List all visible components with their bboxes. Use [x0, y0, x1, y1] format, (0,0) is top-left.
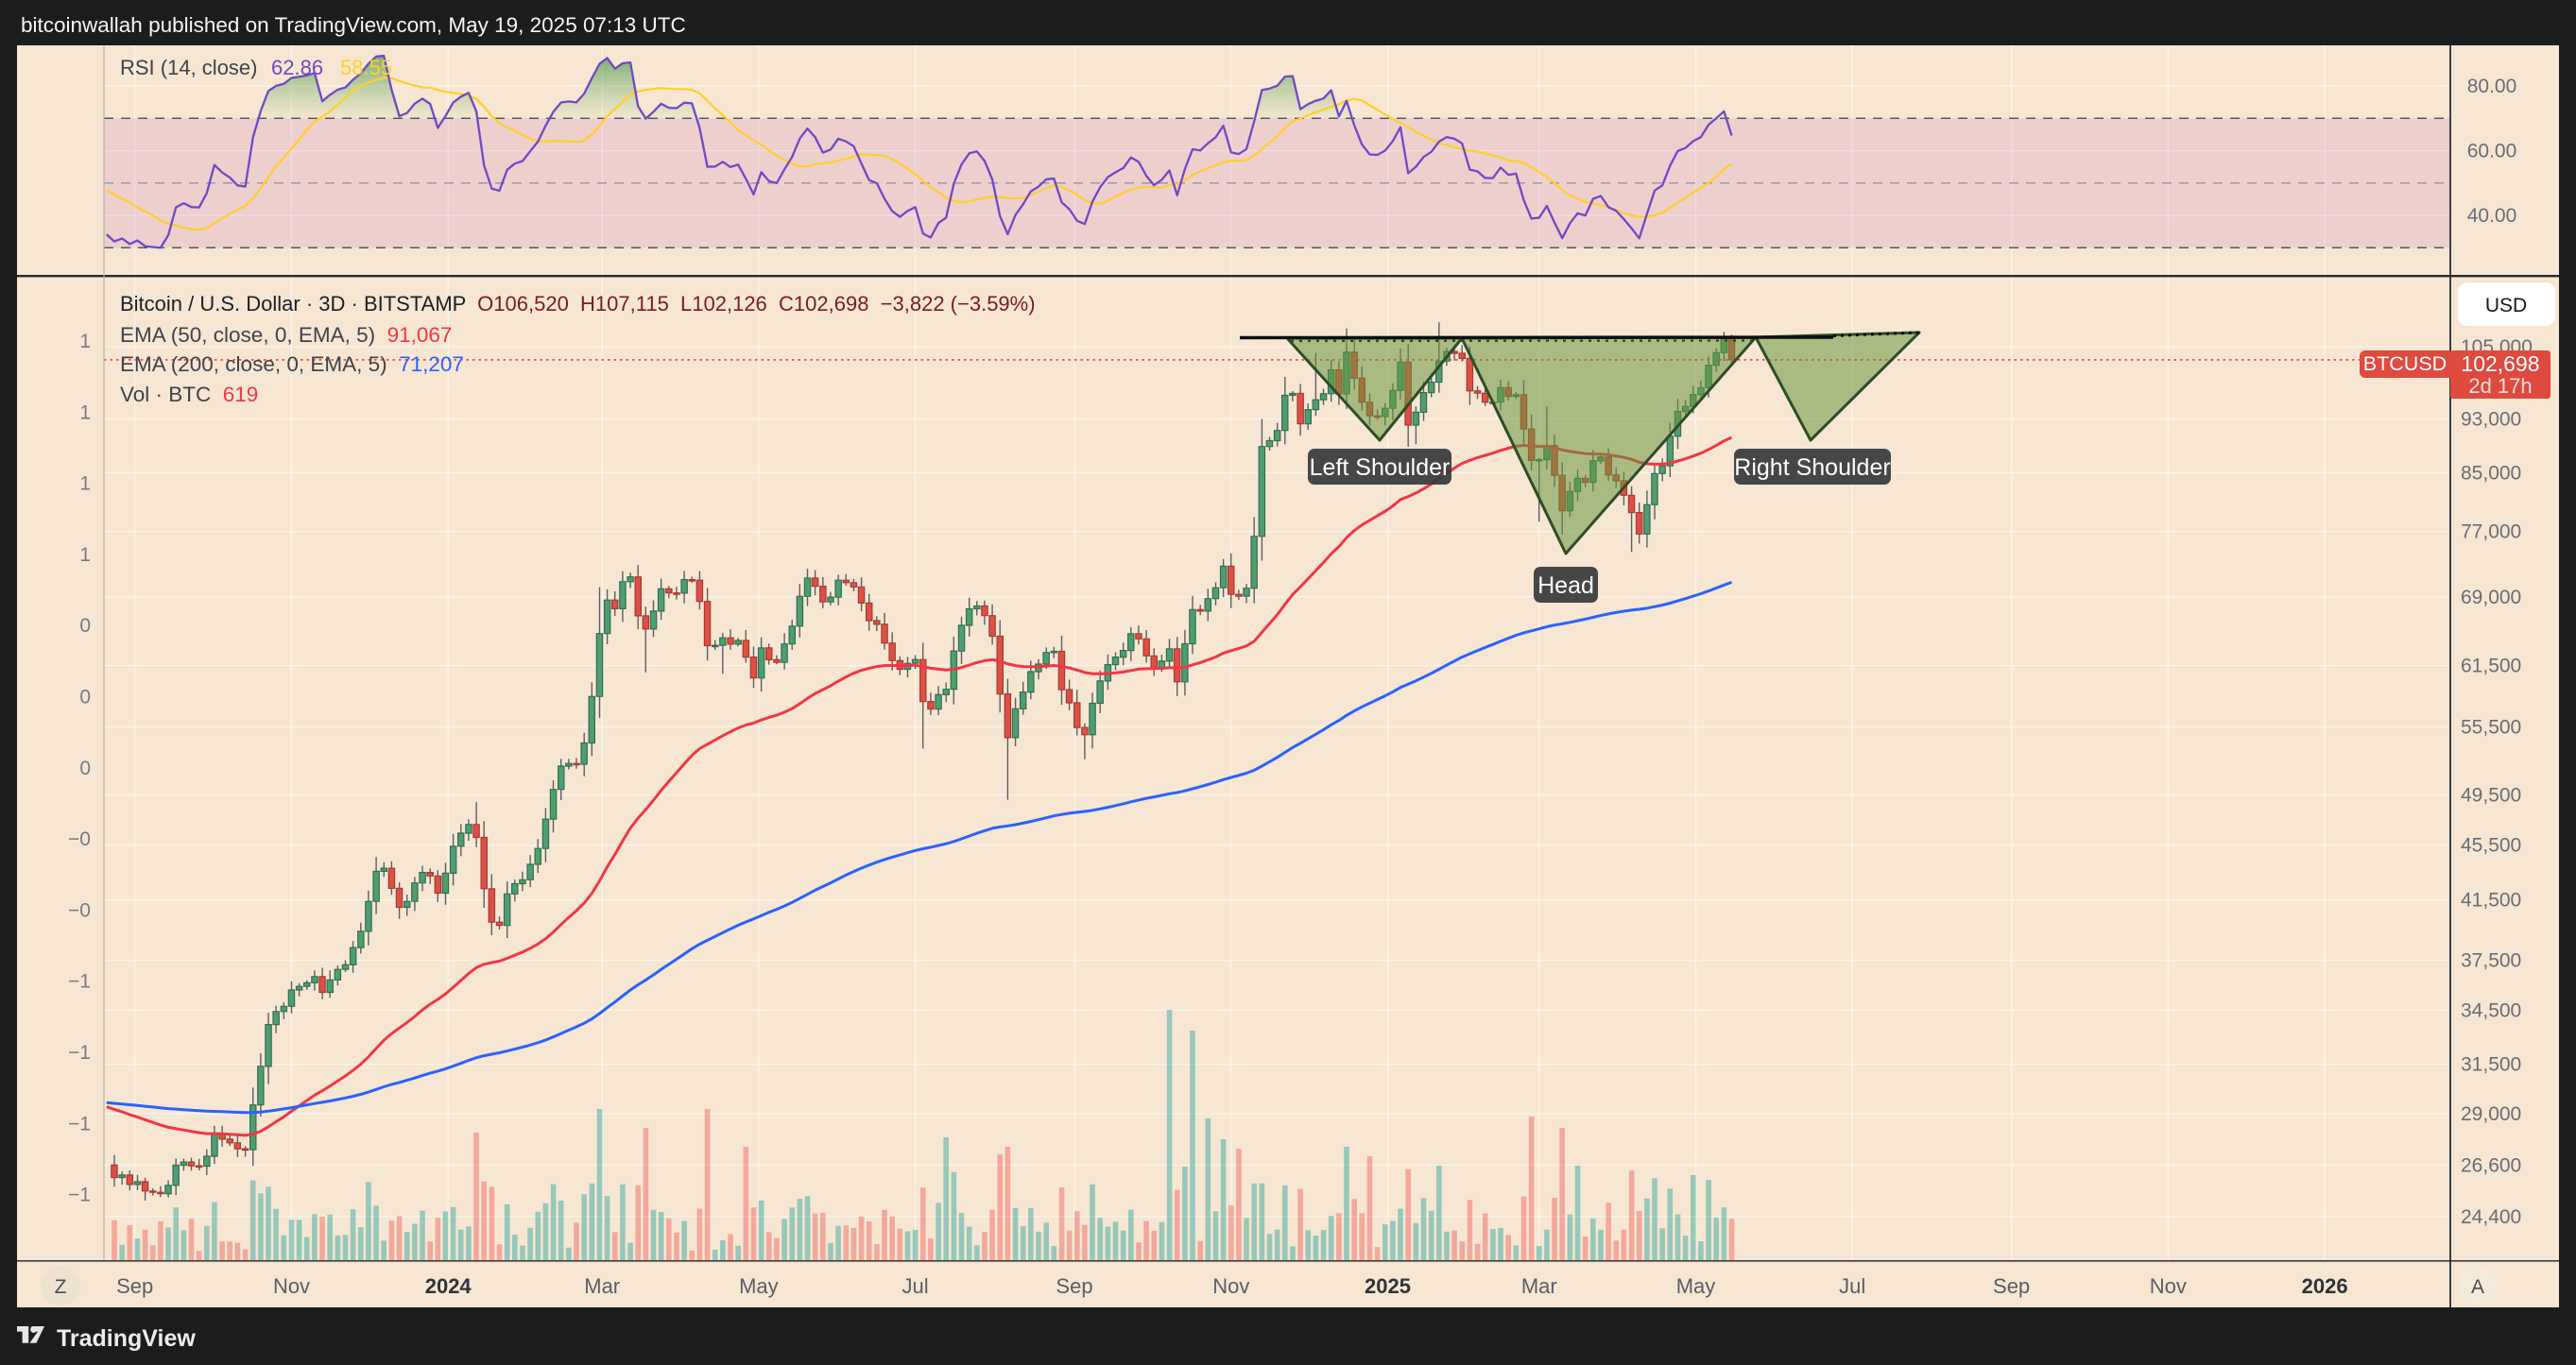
svg-text:60.00: 60.00	[2467, 141, 2517, 162]
svg-text:Z: Z	[55, 1276, 67, 1298]
svg-text:0: 0	[79, 758, 91, 779]
svg-text:Vol · BTC 619: Vol · BTC 619	[120, 383, 258, 406]
svg-text:−1: −1	[68, 1113, 91, 1135]
svg-text:2026: 2026	[2302, 1274, 2348, 1298]
svg-text:45,500: 45,500	[2461, 835, 2521, 857]
svg-text:69,000: 69,000	[2461, 587, 2521, 608]
svg-text:EMA (50, close, 0, EMA, 5) 91: EMA (50, close, 0, EMA, 5) 91,067	[120, 323, 452, 347]
svg-text:31,500: 31,500	[2461, 1054, 2521, 1076]
svg-text:RSI (14, close): RSI (14, close)	[120, 56, 258, 79]
svg-text:bitcoinwallah published on Tra: bitcoinwallah published on TradingView.c…	[21, 13, 686, 37]
svg-text:41,500: 41,500	[2461, 890, 2521, 912]
svg-text:1: 1	[79, 401, 91, 423]
svg-text:Mar: Mar	[584, 1274, 620, 1298]
svg-text:61,500: 61,500	[2461, 656, 2521, 677]
svg-text:BTCUSD: BTCUSD	[2363, 352, 2447, 375]
svg-text:Mar: Mar	[1521, 1274, 1557, 1298]
svg-text:May: May	[739, 1274, 779, 1298]
svg-text:24,400: 24,400	[2461, 1206, 2521, 1228]
svg-text:EMA (200, close, 0, EMA, 5) 7: EMA (200, close, 0, EMA, 5) 71,207	[120, 352, 464, 376]
svg-text:80.00: 80.00	[2467, 76, 2517, 97]
svg-text:Sep: Sep	[1993, 1274, 2030, 1298]
svg-text:1: 1	[79, 544, 91, 566]
svg-text:0: 0	[79, 687, 91, 708]
svg-text:−1: −1	[68, 1042, 91, 1064]
svg-text:1: 1	[79, 331, 91, 352]
svg-text:Sep: Sep	[116, 1274, 153, 1298]
svg-text:2024: 2024	[425, 1274, 472, 1298]
svg-text:2d 17h: 2d 17h	[2468, 374, 2532, 398]
svg-text:62.86: 62.86	[271, 56, 323, 79]
svg-text:Nov: Nov	[1212, 1274, 1249, 1298]
svg-text:Right Shoulder: Right Shoulder	[1734, 454, 1890, 481]
svg-text:55,500: 55,500	[2461, 716, 2521, 738]
svg-text:May: May	[1676, 1274, 1716, 1298]
svg-text:USD: USD	[2485, 295, 2527, 316]
svg-text:Nov: Nov	[273, 1274, 310, 1298]
svg-text:77,000: 77,000	[2461, 521, 2521, 543]
svg-text:A: A	[2471, 1276, 2484, 1298]
svg-text:Head: Head	[1537, 572, 1594, 599]
svg-text:0: 0	[79, 615, 91, 637]
svg-text:29,000: 29,000	[2461, 1103, 2521, 1125]
svg-text:34,500: 34,500	[2461, 999, 2521, 1021]
svg-text:Bitcoin / U.S. Dollar · 3D · B: Bitcoin / U.S. Dollar · 3D · BITSTAMP O1…	[120, 292, 1036, 316]
svg-text:−1: −1	[68, 1185, 91, 1206]
svg-text:49,500: 49,500	[2461, 785, 2521, 807]
svg-text:−0: −0	[68, 828, 91, 850]
svg-text:102,698: 102,698	[2461, 351, 2539, 376]
svg-text:2025: 2025	[1365, 1274, 1411, 1298]
svg-text:1: 1	[79, 473, 91, 495]
svg-text:Nov: Nov	[2150, 1274, 2187, 1298]
svg-text:−1: −1	[68, 971, 91, 993]
svg-text:26,600: 26,600	[2461, 1154, 2521, 1176]
svg-text:40.00: 40.00	[2467, 205, 2517, 227]
svg-text:37,500: 37,500	[2461, 950, 2521, 972]
svg-text:Jul: Jul	[1839, 1274, 1865, 1298]
svg-text:85,000: 85,000	[2461, 462, 2521, 484]
svg-text:93,000: 93,000	[2461, 409, 2521, 431]
svg-text:−0: −0	[68, 899, 91, 921]
svg-text:Left Shoulder: Left Shoulder	[1310, 454, 1451, 481]
svg-text:Sep: Sep	[1056, 1274, 1092, 1298]
svg-text:TradingView: TradingView	[57, 1325, 196, 1352]
svg-text:Jul: Jul	[902, 1274, 929, 1298]
svg-text:58.55: 58.55	[340, 56, 392, 79]
